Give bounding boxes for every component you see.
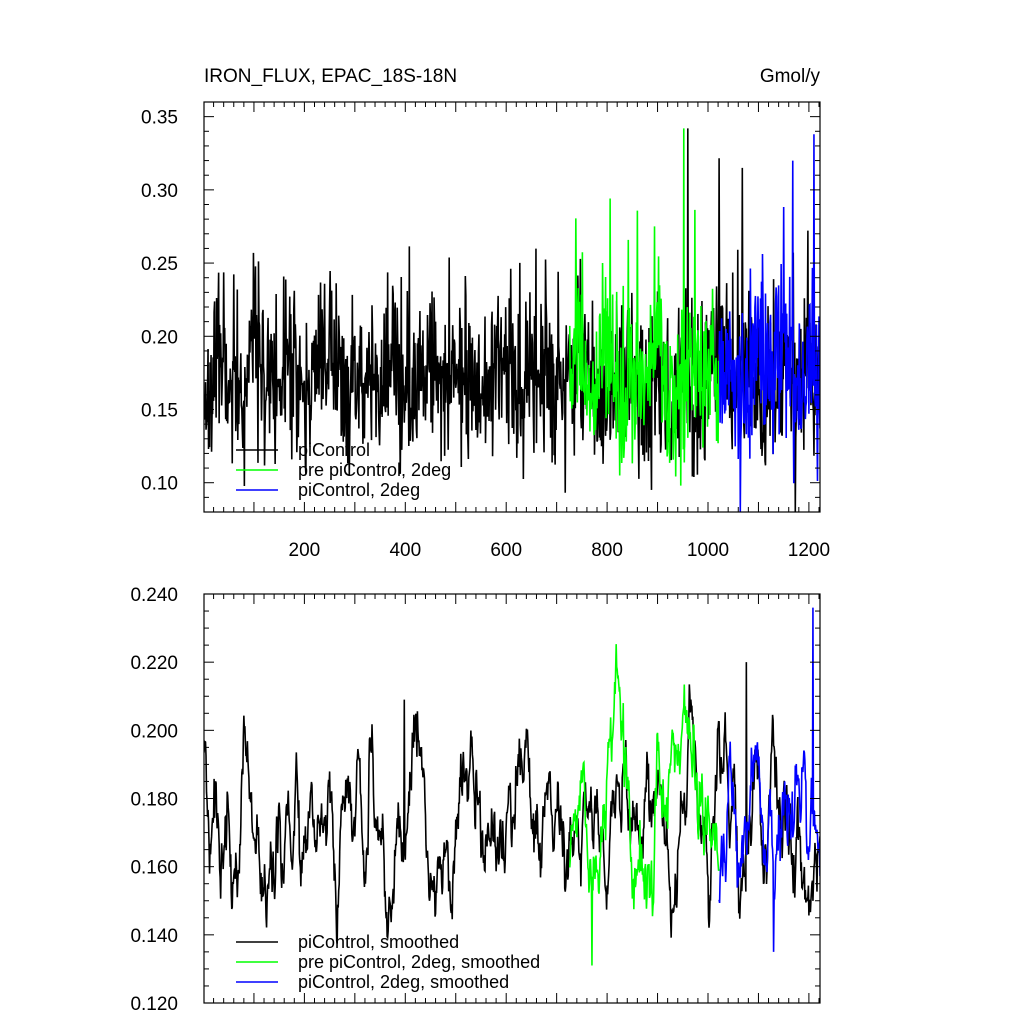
y-tick-label: 0.120 <box>130 994 178 1015</box>
y-tick-label: 0.140 <box>130 926 178 947</box>
top-panel: IRON_FLUX, EPAC_18S-18N Gmol/y 200 400 600… <box>141 66 830 561</box>
series-line-1 <box>568 644 720 966</box>
y-tick-label: 0.20 <box>141 327 178 348</box>
bottom-axes: 0.120 0.140 0.160 0.180 0.200 0.220 0.240 <box>130 585 821 1015</box>
x-tick-label: 1000 <box>687 540 729 561</box>
series-line-2 <box>718 607 820 952</box>
y-tick-label: 0.200 <box>130 721 178 742</box>
x-tick-label: 800 <box>591 540 623 561</box>
x-tick-label: 400 <box>389 540 421 561</box>
y-tick-label: 0.160 <box>130 858 178 879</box>
legend-label: pre piControl, 2deg <box>298 460 451 480</box>
bottom-series-lines <box>204 607 820 966</box>
units-label: Gmol/y <box>760 66 821 87</box>
y-tick-label: 0.15 <box>141 401 178 422</box>
y-tick-label: 0.220 <box>130 653 178 674</box>
x-tick-label: 600 <box>490 540 522 561</box>
x-tick-label: 200 <box>289 540 321 561</box>
y-tick-label: 0.35 <box>141 108 178 129</box>
y-tick-label: 0.30 <box>141 181 178 202</box>
y-tick-label: 0.10 <box>141 474 178 495</box>
series-line-2 <box>718 134 820 512</box>
chart-title: IRON_FLUX, EPAC_18S-18N <box>204 66 457 87</box>
legend-label: piControl, 2deg <box>298 480 420 500</box>
legend-label: piControl, smoothed <box>298 932 459 952</box>
bottom-panel: 0.120 0.140 0.160 0.180 0.200 0.220 0.240 piCo… <box>130 585 821 1015</box>
series-line-0 <box>204 662 820 944</box>
top-series-lines <box>204 128 820 512</box>
legend-label: piControl <box>298 440 370 460</box>
series-line-1 <box>568 128 720 486</box>
y-tick-label: 0.25 <box>141 254 178 275</box>
y-tick-label: 0.180 <box>130 790 178 811</box>
series-line-0 <box>204 128 820 512</box>
y-tick-label: 0.240 <box>130 585 178 606</box>
legend-label: piControl, 2deg, smoothed <box>298 972 509 992</box>
x-tick-label: 1200 <box>788 540 830 561</box>
top-axes: 200 400 600 800 1000 1200 0.10 0.15 0.20 0.25 0.30… <box>141 101 830 561</box>
legend-label: pre piControl, 2deg, smoothed <box>298 952 540 972</box>
